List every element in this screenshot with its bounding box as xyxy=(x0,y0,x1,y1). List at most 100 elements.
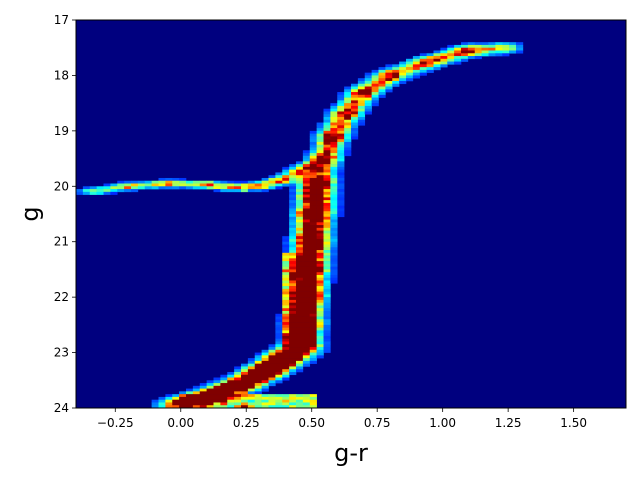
heatmap-cell xyxy=(275,186,283,190)
heatmap-cell xyxy=(275,322,283,326)
heatmap-cell xyxy=(117,189,125,193)
heatmap-cell xyxy=(261,383,269,387)
heatmap-cell xyxy=(302,197,311,201)
heatmap-cell xyxy=(495,44,503,49)
heatmap-cell xyxy=(323,161,331,165)
heatmap-cell xyxy=(234,369,242,373)
heatmap-cell xyxy=(330,280,338,284)
heatmap-cell xyxy=(151,183,159,187)
heatmap-cell xyxy=(467,56,476,60)
heatmap-cell xyxy=(392,64,400,68)
x-tick-label: 1.00 xyxy=(429,416,456,430)
heatmap-cell xyxy=(254,396,262,400)
heatmap-cell xyxy=(296,238,304,243)
heatmap-cell xyxy=(302,205,311,209)
heatmap-cell xyxy=(296,405,304,409)
heatmap-cell xyxy=(213,402,221,406)
heatmap-cell xyxy=(323,125,331,129)
heatmap-cell xyxy=(289,311,297,315)
heatmap-cell xyxy=(296,194,304,198)
heatmap-cell xyxy=(289,272,297,276)
heatmap-cell xyxy=(309,394,317,398)
heatmap-cell xyxy=(330,133,338,137)
heatmap-cell xyxy=(337,166,345,170)
heatmap-cell xyxy=(144,183,152,187)
heatmap-cell xyxy=(213,399,221,403)
heatmap-cell xyxy=(337,161,345,165)
heatmap-cell xyxy=(344,89,352,93)
heatmap-cell xyxy=(227,183,235,187)
heatmap-cell xyxy=(261,358,269,362)
heatmap-cell xyxy=(309,180,317,184)
heatmap-cell xyxy=(302,233,311,237)
heatmap-cell xyxy=(323,191,331,195)
heatmap-cell xyxy=(234,383,242,387)
heatmap-cell xyxy=(440,50,448,54)
heatmap-cell xyxy=(268,177,276,182)
heatmap-cell xyxy=(337,136,345,140)
heatmap-cell xyxy=(296,258,304,262)
heatmap-cell xyxy=(330,241,338,245)
heatmap-cell xyxy=(241,405,249,409)
heatmap-cell xyxy=(131,183,139,187)
heatmap-cell xyxy=(330,111,338,115)
heatmap-cell xyxy=(282,316,290,320)
heatmap-cell xyxy=(296,222,304,226)
heatmap-cell xyxy=(330,238,338,243)
y-tick-label: 18 xyxy=(54,68,69,82)
heatmap-cell xyxy=(440,61,448,65)
heatmap-cell xyxy=(454,61,462,65)
heatmap-cell xyxy=(323,297,331,301)
heatmap-cell xyxy=(323,291,331,295)
heatmap-cell xyxy=(399,69,407,73)
heatmap-cell xyxy=(241,380,249,384)
heatmap-cell xyxy=(316,255,324,259)
heatmap-cell xyxy=(302,360,311,364)
heatmap-cell xyxy=(412,69,421,73)
heatmap-cell xyxy=(247,371,256,376)
heatmap-cell xyxy=(323,200,331,204)
heatmap-cell xyxy=(316,225,324,229)
heatmap-cell xyxy=(385,64,393,68)
heatmap-cell xyxy=(330,141,338,146)
heatmap-cell xyxy=(323,119,331,123)
heatmap-cell xyxy=(323,313,331,317)
heatmap-cell xyxy=(234,380,242,384)
heatmap-cell xyxy=(309,299,317,303)
heatmap-cell xyxy=(282,183,290,187)
heatmap-cell xyxy=(309,308,317,312)
heatmap-cell xyxy=(296,161,304,165)
heatmap-cell xyxy=(302,302,311,306)
heatmap-cell xyxy=(199,183,207,187)
heatmap-cell xyxy=(385,89,393,93)
heatmap-cell xyxy=(309,225,317,229)
heatmap-cell xyxy=(344,119,352,123)
heatmap-cell xyxy=(213,391,221,395)
heatmap-cell xyxy=(385,75,393,79)
heatmap-cell xyxy=(199,186,207,190)
heatmap-cell xyxy=(282,394,290,398)
heatmap-cell xyxy=(337,128,345,132)
heatmap-cell xyxy=(337,94,345,98)
heatmap-cell xyxy=(323,286,331,290)
heatmap-cell xyxy=(467,50,476,54)
heatmap-cell xyxy=(289,369,297,373)
heatmap-cell xyxy=(357,89,366,93)
heatmap-cell xyxy=(323,244,331,248)
heatmap-cell xyxy=(302,241,311,245)
heatmap-cell xyxy=(364,92,372,96)
heatmap-cell xyxy=(316,202,324,206)
heatmap-cell xyxy=(337,208,345,212)
heatmap-cell xyxy=(296,175,304,179)
heatmap-cell xyxy=(316,313,324,317)
heatmap-cell xyxy=(247,405,256,409)
heatmap-cell xyxy=(110,186,118,190)
heatmap-cell xyxy=(337,155,345,159)
heatmap-cell xyxy=(117,186,125,190)
heatmap-cell xyxy=(371,75,379,79)
heatmap-cell xyxy=(302,164,311,168)
heatmap-cell xyxy=(124,183,132,187)
heatmap-cell xyxy=(186,388,194,392)
heatmap-cell xyxy=(254,186,262,190)
heatmap-cell xyxy=(316,177,324,182)
